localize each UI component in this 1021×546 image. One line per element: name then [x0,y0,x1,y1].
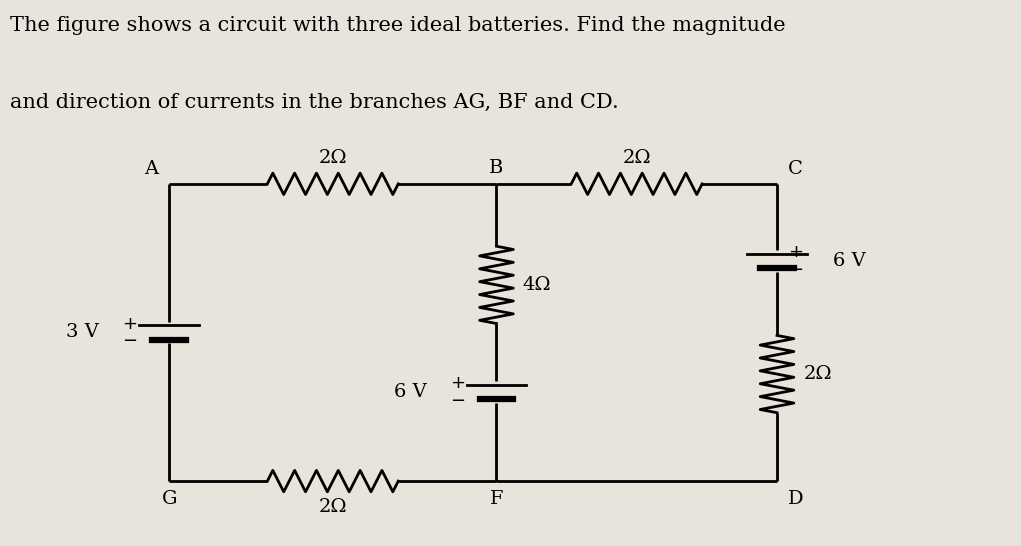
Text: 2Ω: 2Ω [623,149,651,167]
Text: 6 V: 6 V [833,252,866,270]
Text: +: + [788,243,804,261]
Text: C: C [788,160,804,178]
Text: B: B [489,159,503,177]
Text: −: − [123,333,138,351]
Text: D: D [788,490,804,508]
Text: 2Ω: 2Ω [804,365,832,383]
Text: The figure shows a circuit with three ideal batteries. Find the magnitude: The figure shows a circuit with three id… [10,16,786,35]
Text: +: + [123,314,138,333]
Text: and direction of currents in the branches AG, BF and CD.: and direction of currents in the branche… [10,93,619,112]
Text: 4Ω: 4Ω [523,276,551,294]
Text: 3 V: 3 V [66,323,99,341]
Text: F: F [490,490,503,508]
Text: 2Ω: 2Ω [319,149,347,167]
Text: −: − [449,392,465,410]
Text: 2Ω: 2Ω [319,498,347,516]
Text: G: G [161,490,177,508]
Text: 6 V: 6 V [393,383,427,401]
Text: A: A [144,160,158,178]
Text: −: − [788,261,804,279]
Text: +: + [449,374,465,392]
